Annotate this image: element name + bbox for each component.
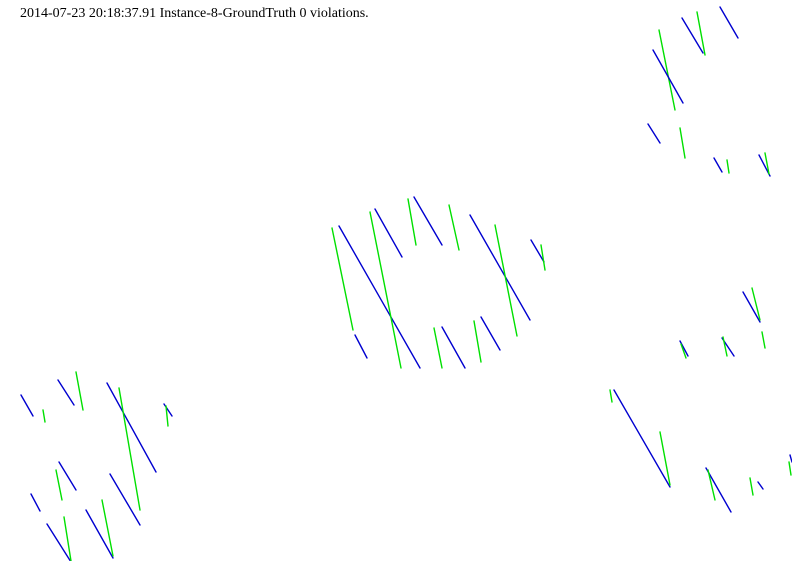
green-segment xyxy=(75,371,84,411)
blue-segment xyxy=(163,403,173,417)
blue-segment xyxy=(469,214,531,321)
green-segment xyxy=(101,499,114,557)
green-segment xyxy=(722,336,728,357)
green-segment xyxy=(369,211,402,369)
green-segment xyxy=(494,224,518,337)
green-segment xyxy=(751,287,761,321)
blue-segment xyxy=(441,326,466,369)
blue-segment xyxy=(30,493,41,512)
green-segment xyxy=(749,477,754,496)
green-segment xyxy=(42,409,46,423)
green-segment xyxy=(609,389,613,403)
green-segment xyxy=(63,516,72,561)
green-segment xyxy=(448,204,460,251)
blue-segment xyxy=(613,389,671,488)
green-segment xyxy=(707,469,716,501)
blue-segment xyxy=(374,208,403,258)
green-segment xyxy=(696,11,706,56)
blue-segment xyxy=(647,123,661,144)
blue-segment xyxy=(652,49,684,104)
blue-segment xyxy=(109,473,141,526)
green-segment xyxy=(658,29,676,111)
blue-segment xyxy=(106,382,157,473)
blue-segment xyxy=(530,239,545,263)
green-segment xyxy=(726,159,730,174)
blue-segment xyxy=(742,291,761,323)
status-caption: 2014-07-23 20:18:37.91 Instance-8-Ground… xyxy=(20,6,369,21)
blue-segment xyxy=(85,509,114,559)
blue-segment xyxy=(713,157,723,173)
blue-segment xyxy=(46,523,72,561)
blue-segment xyxy=(719,6,739,39)
green-segment xyxy=(761,331,766,349)
green-segment xyxy=(680,343,687,359)
green-segment xyxy=(55,469,63,501)
blue-segment xyxy=(705,467,732,513)
blue-segment xyxy=(480,316,501,351)
green-segment xyxy=(473,320,482,363)
green-segment xyxy=(764,152,770,175)
blue-segment xyxy=(20,394,34,417)
green-segment xyxy=(659,431,671,486)
green-segment xyxy=(540,244,546,271)
blue-segment xyxy=(57,379,75,406)
green-segment xyxy=(407,198,417,246)
green-segment xyxy=(679,127,686,159)
green-segment xyxy=(331,227,354,331)
blue-segment xyxy=(338,225,421,369)
blue-segment xyxy=(354,334,368,359)
green-segment xyxy=(433,327,443,369)
green-segment xyxy=(118,387,141,511)
green-segment xyxy=(165,405,169,427)
blue-segment xyxy=(681,17,704,54)
green-segment xyxy=(788,461,792,476)
blue-segment xyxy=(757,481,764,490)
blue-segment xyxy=(413,196,443,246)
blue-segment xyxy=(58,461,77,491)
